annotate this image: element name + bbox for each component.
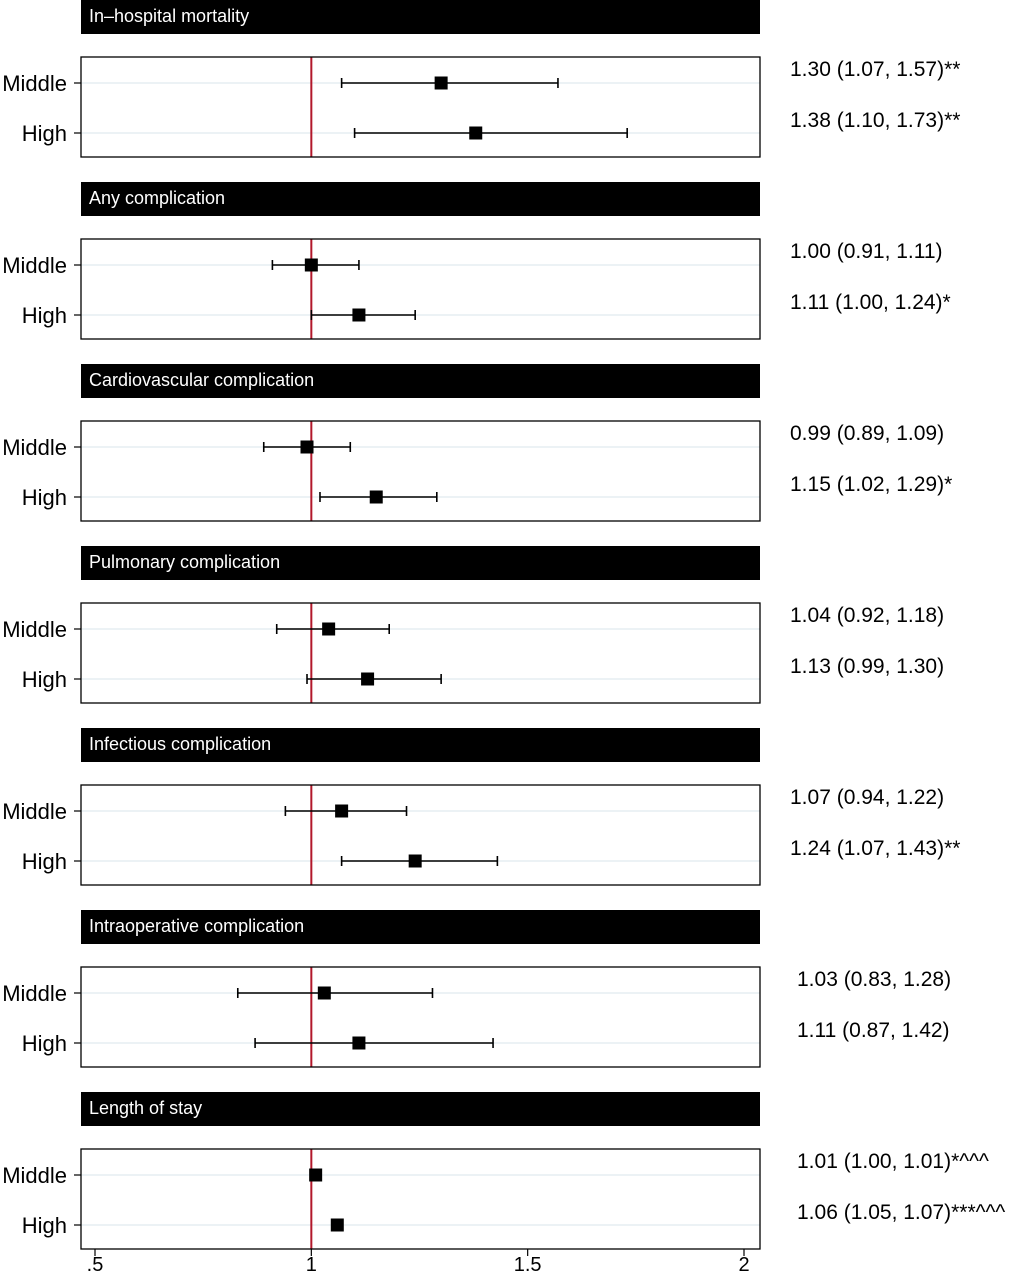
panel-frame <box>80 966 761 1068</box>
point-estimate-marker <box>469 126 483 140</box>
panel-title: Intraoperative complication <box>89 916 304 936</box>
row-label: Middle <box>2 435 67 460</box>
row-label: Middle <box>2 981 67 1006</box>
row-label: High <box>22 121 67 146</box>
point-estimate-marker <box>434 76 448 90</box>
estimate-text: 1.13 (0.99, 1.30) <box>790 655 944 678</box>
point-estimate-marker <box>304 258 318 272</box>
point-estimate-marker <box>361 672 375 686</box>
panel-header-bar <box>81 182 760 216</box>
panel-header-bar <box>81 364 760 398</box>
estimate-text: 0.99 (0.89, 1.09) <box>790 422 944 445</box>
point-estimate-marker <box>300 440 314 454</box>
panel-header-bar <box>81 1092 760 1126</box>
estimate-text: 1.00 (0.91, 1.11) <box>790 240 943 263</box>
row-label: Middle <box>2 71 67 96</box>
estimate-text: 1.24 (1.07, 1.43)** <box>790 837 960 860</box>
row-label: Middle <box>2 253 67 278</box>
row-label: High <box>22 667 67 692</box>
panel-title: Length of stay <box>89 1098 202 1118</box>
point-estimate-marker <box>317 986 331 1000</box>
point-estimate-marker <box>352 1036 366 1050</box>
estimate-text: 1.01 (1.00, 1.01)*^^^ <box>797 1150 989 1173</box>
estimate-text: 1.30 (1.07, 1.57)** <box>790 58 960 81</box>
row-label: High <box>22 1031 67 1056</box>
estimate-text: 1.11 (0.87, 1.42) <box>797 1019 950 1042</box>
panel-title: In–hospital mortality <box>89 6 249 26</box>
estimate-text: 1.06 (1.05, 1.07)***^^^ <box>797 1201 1005 1224</box>
panel-frame <box>80 56 761 158</box>
point-estimate-marker <box>322 622 336 636</box>
point-estimate-marker <box>330 1218 344 1232</box>
panel-frame <box>80 1148 761 1250</box>
estimate-text: 1.07 (0.94, 1.22) <box>790 786 944 809</box>
panel-header-bar <box>81 0 760 34</box>
row-label: High <box>22 849 67 874</box>
estimate-text: 1.03 (0.83, 1.28) <box>797 968 951 991</box>
x-tick-label: 2 <box>738 1254 749 1276</box>
row-label: Middle <box>2 799 67 824</box>
panel-frame <box>80 602 761 704</box>
x-tick-label: .5 <box>87 1254 104 1276</box>
panel-frame <box>80 238 761 340</box>
estimate-text: 1.11 (1.00, 1.24)* <box>790 291 951 314</box>
row-label: High <box>22 1213 67 1238</box>
row-label: High <box>22 485 67 510</box>
point-estimate-marker <box>408 854 422 868</box>
panel-title: Infectious complication <box>89 734 271 754</box>
point-estimate-marker <box>335 804 349 818</box>
panel-header-bar <box>81 546 760 580</box>
panel-header-bar <box>81 910 760 944</box>
row-label: Middle <box>2 1163 67 1188</box>
point-estimate-marker <box>369 490 383 504</box>
x-tick-label: 1.5 <box>514 1254 542 1276</box>
panel-frame <box>80 420 761 522</box>
panel-title: Cardiovascular complication <box>89 370 314 390</box>
panel-title: Any complication <box>89 188 225 208</box>
panel-frame <box>80 784 761 886</box>
row-label: Middle <box>2 617 67 642</box>
panel-title: Pulmonary complication <box>89 552 280 572</box>
x-tick-label: 1 <box>306 1254 317 1276</box>
row-label: High <box>22 303 67 328</box>
panel-header-bar <box>81 728 760 762</box>
estimate-text: 1.04 (0.92, 1.18) <box>790 604 944 627</box>
point-estimate-marker <box>309 1168 323 1182</box>
estimate-text: 1.38 (1.10, 1.73)** <box>790 109 960 132</box>
point-estimate-marker <box>352 308 366 322</box>
estimate-text: 1.15 (1.02, 1.29)* <box>790 473 952 496</box>
